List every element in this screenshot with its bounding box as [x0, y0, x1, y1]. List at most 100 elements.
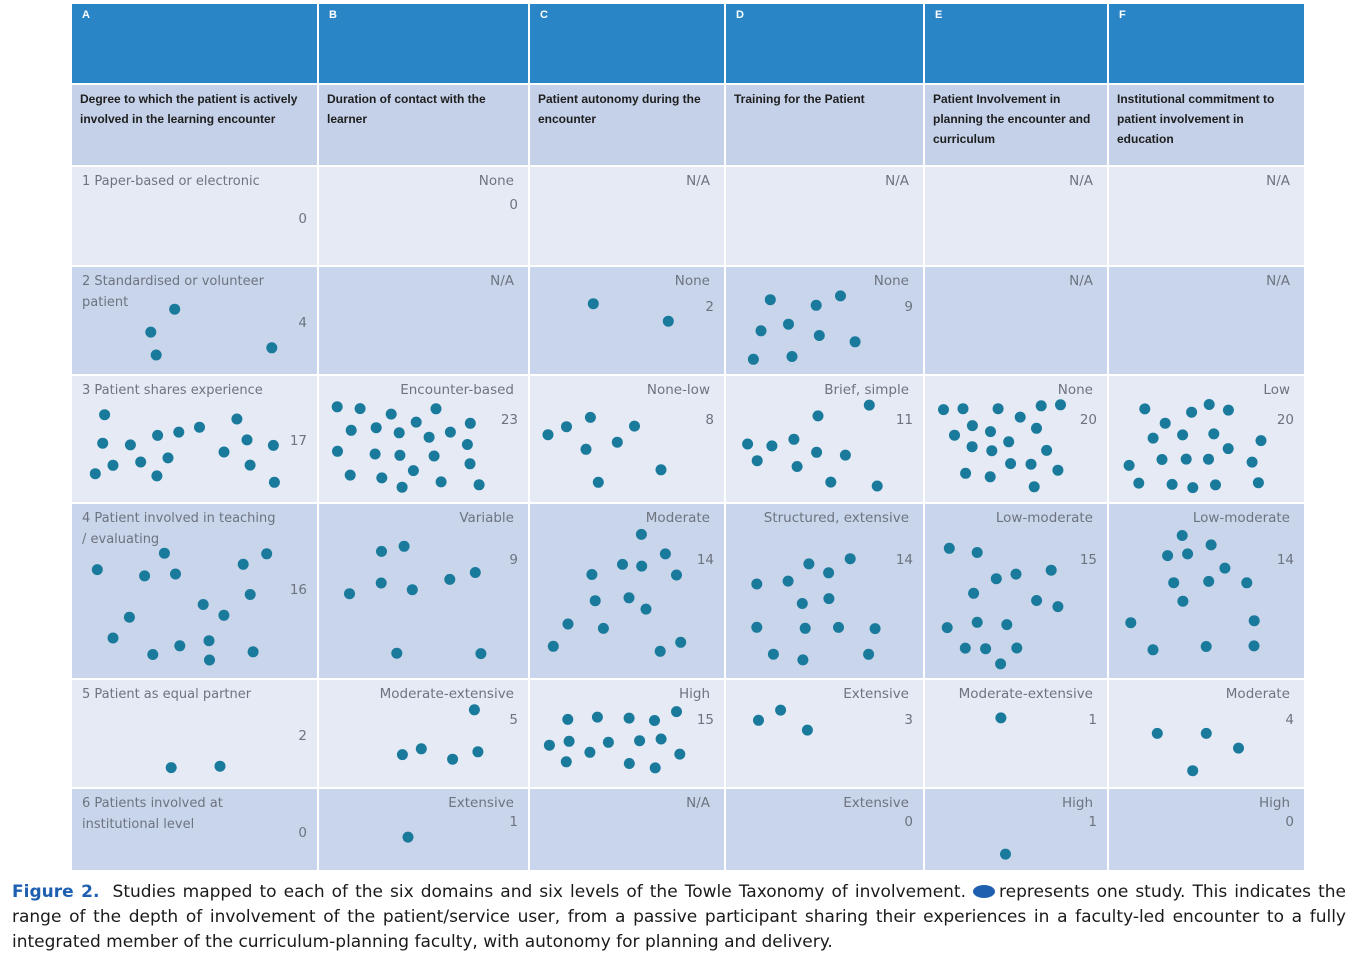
study-dot — [560, 756, 572, 768]
study-dot — [1010, 568, 1022, 580]
study-dot — [1186, 406, 1198, 418]
study-dot — [396, 481, 408, 493]
cell-r3-c2: None-low 8 — [530, 376, 724, 502]
study-dot — [799, 622, 811, 634]
study-dot — [1031, 595, 1043, 606]
study-dot — [1011, 642, 1023, 654]
study-dot — [751, 455, 763, 467]
study-count: 3 — [904, 712, 913, 728]
study-dot — [580, 443, 592, 455]
cell-level-value: Low-moderate — [1192, 510, 1290, 526]
cell-r3-c0: 3 Patient shares experience 17 — [72, 376, 317, 502]
column-letter-cell-3: D — [726, 4, 923, 83]
study-dot — [268, 476, 280, 488]
study-dot — [812, 410, 824, 422]
study-dot — [150, 349, 162, 361]
study-dot — [447, 753, 459, 765]
study-dot — [151, 470, 163, 482]
study-dot — [107, 459, 119, 471]
study-dot — [475, 648, 487, 660]
study-dot — [1156, 454, 1168, 465]
study-dot — [398, 540, 410, 552]
cell-level-value: Low — [1263, 382, 1290, 398]
study-dots — [938, 399, 1066, 493]
study-dot — [659, 548, 671, 560]
study-dot — [984, 471, 996, 483]
study-dot — [231, 413, 243, 425]
study-dot — [203, 635, 215, 647]
study-dot — [370, 422, 382, 434]
study-dot — [833, 621, 844, 633]
study-dot — [170, 568, 181, 580]
cell-r2-c3: None 9 — [726, 267, 923, 374]
cell-r4-c2: Moderate 14 — [530, 504, 724, 678]
study-dot — [1055, 399, 1066, 411]
study-dot — [788, 433, 800, 445]
study-dot — [764, 294, 776, 306]
study-dot — [1210, 479, 1221, 491]
cell-level-value: N/A — [1069, 273, 1093, 289]
study-dot — [1248, 640, 1260, 652]
cell-level-value: N/A — [885, 173, 909, 189]
study-dot — [611, 436, 623, 448]
study-dot — [124, 439, 136, 451]
study-dot — [675, 636, 687, 648]
study-dot — [218, 609, 230, 621]
study-dot — [1003, 436, 1015, 448]
study-dot — [797, 654, 809, 666]
cell-r6-c3: Extensive 0 — [726, 789, 923, 870]
study-dot — [214, 760, 226, 772]
study-dots — [145, 303, 278, 361]
study-dot — [89, 468, 101, 480]
study-dot — [247, 646, 259, 658]
study-dot — [1205, 539, 1217, 551]
study-dot — [747, 353, 759, 365]
column-header-cell-2: Patient autonomy during the encounter — [530, 85, 724, 165]
study-dot — [662, 315, 674, 327]
cell-r3-c5: Low 20 — [1109, 376, 1304, 502]
study-dot — [385, 408, 397, 420]
study-count: 23 — [500, 412, 518, 428]
study-dot — [410, 416, 422, 428]
study-dot — [266, 342, 278, 354]
column-header: Degree to which the patient is actively … — [80, 92, 298, 126]
cell-r4-c1: Variable 9 — [319, 504, 528, 678]
cell-r4-c0: 4 Patient involved in teaching / evaluat… — [72, 504, 317, 678]
study-dot — [1187, 482, 1199, 494]
study-count: 1 — [1088, 712, 1097, 728]
study-count: 2 — [705, 299, 714, 315]
study-dot — [1177, 429, 1189, 441]
study-dot — [671, 706, 682, 718]
row-label: 4 Patient involved in teaching / evaluat… — [82, 511, 276, 547]
study-dot — [1255, 435, 1267, 447]
study-dot — [344, 588, 355, 600]
study-count: 15 — [1079, 552, 1097, 568]
study-dot — [849, 336, 861, 348]
study-dot — [97, 437, 109, 449]
study-dot — [1005, 458, 1017, 470]
caption-text-after: represents one study. This indicates the… — [12, 882, 1346, 952]
cell-level-value: High — [1061, 795, 1093, 811]
study-dot — [375, 577, 387, 589]
study-dot — [623, 712, 635, 724]
study-dots — [396, 704, 484, 765]
study-dot — [174, 640, 186, 652]
study-dot — [1180, 453, 1192, 465]
cell-r5-c1: Moderate-extensive 5 — [319, 680, 528, 787]
study-dot — [775, 704, 787, 716]
cell-level-value: None-low — [646, 382, 710, 398]
study-dot — [960, 467, 972, 479]
study-dot — [584, 746, 596, 758]
column-letter-cell-0: A — [72, 4, 317, 83]
study-dot — [1052, 464, 1064, 476]
study-dot — [423, 431, 435, 443]
study-dots — [587, 298, 674, 327]
study-dot — [767, 648, 779, 660]
study-count: 20 — [1079, 412, 1097, 428]
study-dot — [158, 547, 170, 559]
study-dot — [835, 290, 846, 302]
study-count: 1 — [1088, 814, 1097, 830]
study-dot — [943, 542, 955, 554]
study-dots — [1151, 727, 1244, 777]
cell-level-value: Moderate-extensive — [379, 686, 514, 702]
